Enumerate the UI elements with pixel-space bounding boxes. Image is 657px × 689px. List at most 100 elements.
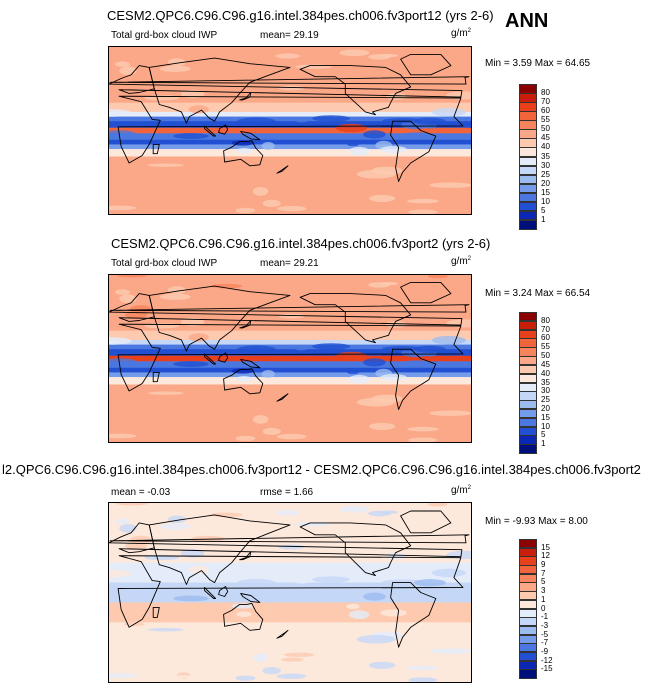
field-blob (278, 85, 305, 91)
field-blob (147, 163, 184, 167)
field-blob (414, 579, 446, 587)
field-blob (429, 410, 471, 416)
field-blob (446, 319, 471, 328)
colorbar-swatch (519, 573, 537, 583)
zonal-band (109, 361, 471, 369)
colorbar-label: 3 (541, 586, 546, 596)
field-blob (109, 592, 137, 600)
field-blob (115, 289, 131, 295)
coastline (117, 95, 464, 164)
panel2-title: CESM2.QPC6.C96.C96.g16.intel.384pes.ch00… (111, 236, 491, 251)
field-blob (119, 523, 137, 533)
zonal-band (109, 127, 471, 134)
field-blob (427, 275, 448, 279)
colorbar-label: 35 (541, 377, 550, 387)
field-blob (252, 414, 269, 424)
field-blob (407, 665, 439, 671)
field-blob (283, 414, 315, 419)
panel1-minmax: Min = 3.59 Max = 64.65 (485, 58, 591, 69)
coastline (223, 368, 264, 395)
field-blob (336, 205, 377, 213)
colorbar-label: -5 (541, 629, 549, 639)
field-blob (214, 183, 234, 192)
field-blob (188, 105, 209, 114)
coastline (218, 124, 229, 135)
field-blob (144, 323, 180, 329)
field-blob (214, 649, 234, 658)
field-blob (210, 283, 243, 289)
colorbar-swatch (519, 547, 537, 557)
colorbar-swatch (519, 329, 537, 339)
colorbar-swatch (519, 219, 537, 230)
field-blob (385, 321, 407, 328)
coastline (152, 606, 160, 618)
field-blob (312, 576, 351, 583)
field-blob (336, 672, 377, 681)
field-blob (276, 673, 307, 679)
colorbar-label: 1 (541, 439, 546, 449)
field-blob (339, 277, 370, 285)
field-blob (276, 205, 307, 212)
coastline (152, 371, 160, 383)
colorbar-label: 80 (541, 88, 550, 98)
field-blob (161, 435, 199, 440)
coastline (239, 320, 252, 329)
field-blob (173, 361, 209, 367)
coastline (276, 629, 289, 639)
zonal-band (109, 377, 471, 385)
zonal-band (109, 330, 471, 341)
colorbar-label: 15 (541, 412, 550, 422)
coastline (276, 165, 289, 174)
colorbar-label: 60 (541, 333, 550, 343)
coastline (240, 593, 261, 603)
field-blob (275, 281, 301, 287)
coastline (218, 352, 229, 363)
field-blob (236, 578, 277, 588)
field-blob (363, 592, 386, 601)
colorbar-label: 70 (541, 324, 550, 334)
field-blob (173, 595, 209, 602)
colorbar-label: 25 (541, 169, 550, 179)
coastline (276, 393, 289, 402)
colorbar-label: 50 (541, 124, 550, 134)
field-blob (402, 594, 432, 600)
field-blob (368, 194, 396, 202)
colorbar-label: 30 (541, 386, 550, 396)
field-blob (116, 47, 148, 50)
field-blob (294, 117, 309, 123)
zonal-band (109, 622, 471, 682)
field-blob (235, 435, 256, 442)
field-blob (427, 503, 448, 507)
zonal-band (109, 372, 471, 378)
coastline (204, 587, 217, 599)
field-blob (235, 207, 256, 214)
coastline (390, 348, 437, 410)
colorbar-swatch (519, 347, 537, 357)
panel1-colorbar: 80 70 60 55 50 45 40 35 30 25 20 15 10 5 1 (519, 84, 550, 230)
coastline (109, 522, 463, 558)
panel2-colorbar: 80 70 60 55 50 45 40 35 30 25 20 15 10 5 1 (519, 312, 550, 454)
coastline (117, 555, 464, 628)
colorbar-swatch (519, 608, 537, 618)
panel2-map (108, 274, 472, 443)
field-blob (346, 603, 360, 610)
colorbar-label: 20 (541, 403, 550, 413)
field-blob (336, 351, 367, 361)
coastline (109, 304, 470, 313)
field-blob (242, 293, 279, 298)
field-blob (109, 569, 132, 578)
field-blob (414, 345, 446, 353)
panel1-mean: mean= 29.19 (260, 30, 319, 41)
colorbar-label: 15 (541, 187, 550, 197)
field-blob (236, 117, 277, 127)
colorbar-label: 70 (541, 97, 550, 107)
field-blob (294, 345, 309, 351)
colorbar-swatch (519, 435, 537, 445)
colorbar-swatch (519, 364, 537, 375)
colorbar-label: 10 (541, 196, 550, 206)
field-blob (188, 565, 209, 575)
coastline (152, 143, 160, 155)
field-blob (109, 109, 132, 117)
zonal-band (109, 339, 471, 346)
panel3-map (108, 502, 472, 683)
